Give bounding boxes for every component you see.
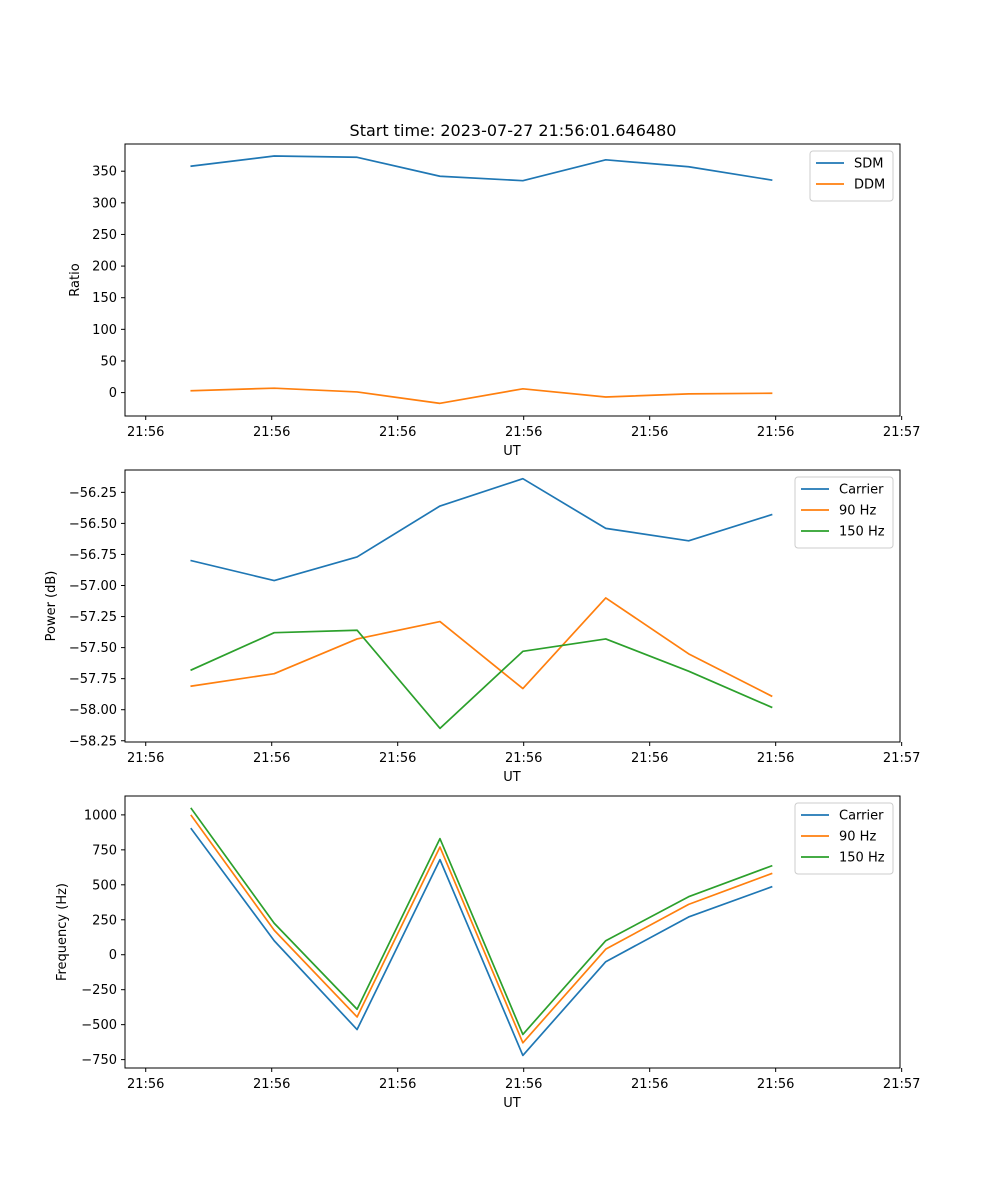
x-axis-label: UT <box>503 1096 521 1111</box>
y-tick-label: 350 <box>92 165 117 180</box>
x-tick-label: 21:56 <box>505 751 542 766</box>
series-line-carrier <box>190 477 773 582</box>
x-axis-label: UT <box>503 770 521 785</box>
y-tick-label: 300 <box>92 196 117 211</box>
y-tick-label: 500 <box>92 878 117 893</box>
y-tick-label: 200 <box>92 260 117 275</box>
y-tick-label: −57.75 <box>69 672 117 687</box>
y-tick-label: −56.25 <box>69 486 117 501</box>
y-axis-label: Ratio <box>68 263 83 296</box>
legend: Carrier 90 Hz 150 Hz <box>794 476 894 549</box>
x-tick-label: 21:56 <box>253 751 290 766</box>
x-tick-label: 21:57 <box>883 751 920 766</box>
legend-label: 150 Hz <box>839 851 885 866</box>
y-tick-label: 0 <box>109 386 117 401</box>
y-tick-label: 250 <box>92 913 117 928</box>
series-line-sdm <box>190 155 773 182</box>
x-tick-label: 21:56 <box>379 751 416 766</box>
y-tick-label: 150 <box>92 291 117 306</box>
chart-panel-1: 21:56 21:56 21:56 21:56 21:56 21:56 21:57 0 50 10… <box>68 143 920 459</box>
x-axis-label: UT <box>503 444 521 459</box>
y-tick-label: −58.25 <box>69 734 117 749</box>
x-tick-label: 21:56 <box>505 425 542 440</box>
y-axis-label: Power (dB) <box>44 571 59 642</box>
series-line-carrier <box>190 827 773 1057</box>
y-tick-label: 50 <box>100 354 117 369</box>
chart-panel-3: 21:56 21:56 21:56 21:56 21:56 21:56 21:57 −750 −… <box>55 795 920 1111</box>
legend-label: 90 Hz <box>839 504 876 519</box>
x-tick-label: 21:56 <box>379 1077 416 1092</box>
legend-label: 150 Hz <box>839 525 885 540</box>
series-line-ddm <box>190 387 773 405</box>
y-tick-label: −500 <box>81 1018 117 1033</box>
y-tick-label: −750 <box>81 1053 117 1068</box>
x-tick-label: 21:56 <box>505 1077 542 1092</box>
x-tick-label: 21:56 <box>127 751 164 766</box>
series-line-150-hz <box>190 807 773 1036</box>
y-tick-label: 0 <box>109 948 117 963</box>
legend: Carrier 90 Hz 150 Hz <box>794 802 894 875</box>
legend-label: Carrier <box>839 483 884 498</box>
y-tick-label: −57.50 <box>69 641 117 656</box>
x-tick-label: 21:56 <box>253 1077 290 1092</box>
y-tick-label: −57.25 <box>69 610 117 625</box>
y-axis-label: Frequency (Hz) <box>55 883 70 981</box>
plot-area-frame <box>124 795 901 1069</box>
y-tick-label: 250 <box>92 228 117 243</box>
x-tick-label: 21:57 <box>883 425 920 440</box>
y-tick-label: 100 <box>92 323 117 338</box>
y-tick-label: −250 <box>81 983 117 998</box>
legend-label: Carrier <box>839 809 884 824</box>
series-line-90-hz <box>190 597 773 698</box>
series-line-90-hz <box>190 814 773 1044</box>
figure-title: Start time: 2023-07-27 21:56:01.646480 <box>350 121 677 140</box>
series-line-150-hz <box>190 629 773 730</box>
plot-area-frame <box>124 143 901 417</box>
y-tick-label: 750 <box>92 843 117 858</box>
x-tick-label: 21:56 <box>631 1077 668 1092</box>
y-tick-label: −56.75 <box>69 548 117 563</box>
x-tick-label: 21:57 <box>883 1077 920 1092</box>
x-tick-label: 21:56 <box>757 1077 794 1092</box>
y-tick-label: −56.50 <box>69 517 117 532</box>
legend-label: SDM <box>854 157 883 172</box>
chart-panel-2: 21:56 21:56 21:56 21:56 21:56 21:56 21:57 −58.2… <box>44 469 920 785</box>
legend-label: 90 Hz <box>839 830 876 845</box>
y-tick-label: −58.00 <box>69 703 117 718</box>
x-tick-label: 21:56 <box>127 425 164 440</box>
x-tick-label: 21:56 <box>757 751 794 766</box>
x-tick-label: 21:56 <box>253 425 290 440</box>
x-tick-label: 21:56 <box>379 425 416 440</box>
x-tick-label: 21:56 <box>127 1077 164 1092</box>
x-tick-label: 21:56 <box>757 425 794 440</box>
y-tick-label: −57.00 <box>69 579 117 594</box>
plot-area-frame <box>124 469 901 743</box>
legend: SDM DDM <box>809 150 894 202</box>
x-tick-label: 21:56 <box>631 425 668 440</box>
legend-label: DDM <box>854 178 885 193</box>
y-tick-label: 1000 <box>84 808 117 823</box>
x-tick-label: 21:56 <box>631 751 668 766</box>
